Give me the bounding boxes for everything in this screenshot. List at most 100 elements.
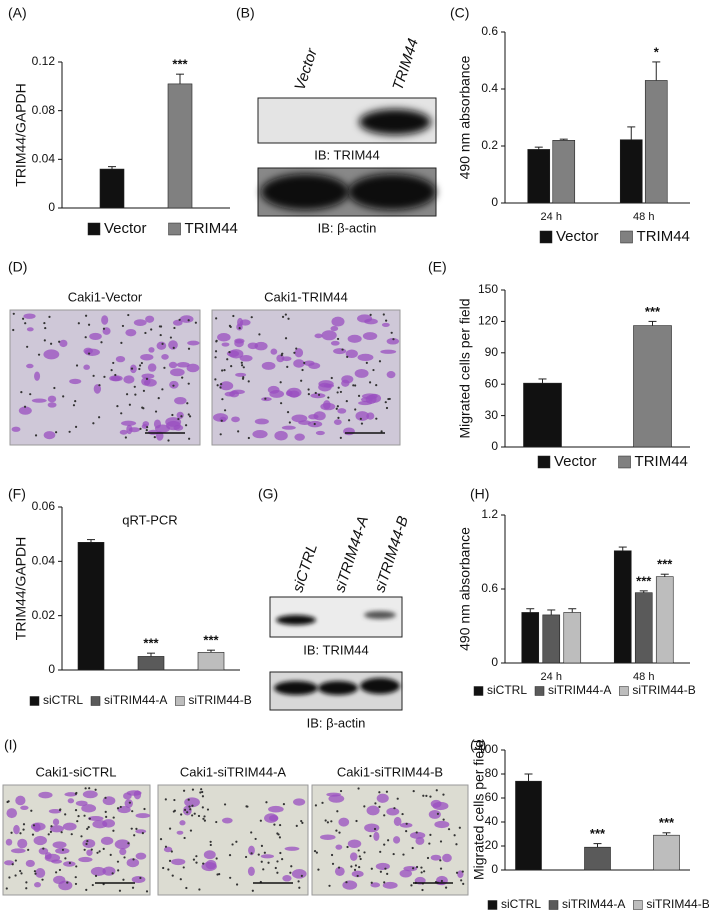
cell xyxy=(373,831,380,842)
significance: *** xyxy=(172,57,188,72)
pore xyxy=(429,795,432,798)
pore xyxy=(298,886,301,889)
pore xyxy=(74,399,77,403)
pore xyxy=(74,808,78,812)
cell xyxy=(217,332,231,342)
pore xyxy=(288,421,291,424)
pore xyxy=(86,827,89,830)
pore xyxy=(43,321,46,325)
cell xyxy=(331,316,345,327)
pore xyxy=(263,851,266,854)
pore xyxy=(385,319,388,322)
cell xyxy=(38,791,53,799)
cell xyxy=(83,347,94,355)
pore xyxy=(150,328,153,331)
y-tick-label: 0 xyxy=(491,195,498,209)
pore xyxy=(117,869,120,872)
pore xyxy=(335,407,338,410)
pore xyxy=(22,823,26,826)
pore xyxy=(301,368,304,372)
cell xyxy=(133,790,142,800)
cell xyxy=(314,333,323,339)
pore xyxy=(197,814,201,818)
pore xyxy=(201,795,205,798)
bar xyxy=(527,149,551,204)
pore xyxy=(383,843,386,846)
pore xyxy=(47,833,50,836)
pore xyxy=(143,807,146,811)
y-tick-label: 40 xyxy=(485,814,499,828)
pore xyxy=(87,323,91,326)
significance: *** xyxy=(143,636,159,651)
pore xyxy=(284,337,288,340)
cell xyxy=(140,353,154,361)
cell xyxy=(64,792,78,797)
pore xyxy=(164,845,168,848)
pore xyxy=(91,883,94,887)
y-tick-label: 0.6 xyxy=(481,24,498,38)
pore xyxy=(127,842,130,845)
pore xyxy=(425,794,428,797)
cell xyxy=(130,364,137,374)
legend-label: siCTRL xyxy=(43,693,83,707)
pore xyxy=(415,831,418,834)
bar xyxy=(523,382,562,448)
pore xyxy=(265,801,268,804)
pore xyxy=(94,788,97,791)
cell xyxy=(386,371,396,379)
pore xyxy=(324,819,327,822)
cell xyxy=(81,804,97,813)
bar xyxy=(653,834,680,871)
cell xyxy=(381,322,390,328)
pore xyxy=(188,415,192,418)
pore xyxy=(378,805,381,808)
cell xyxy=(247,866,255,876)
cell xyxy=(252,430,268,439)
pore xyxy=(74,425,78,428)
legend-swatch xyxy=(87,222,101,236)
cell xyxy=(131,875,146,884)
band xyxy=(364,611,396,619)
cell xyxy=(135,852,147,860)
cell xyxy=(163,846,173,853)
legend-swatch xyxy=(537,455,551,469)
pore xyxy=(374,802,377,805)
pore xyxy=(215,857,218,860)
pore xyxy=(189,808,192,811)
pore xyxy=(221,398,224,401)
pore xyxy=(142,389,146,392)
legend-label: Vector xyxy=(104,220,147,237)
legend-label: siTRIM44-A xyxy=(104,693,167,707)
pore xyxy=(87,826,90,829)
panel-label: (A) xyxy=(8,5,27,21)
pore xyxy=(49,830,53,833)
pore xyxy=(276,832,279,835)
panel-label: (C) xyxy=(450,5,469,21)
pore xyxy=(84,787,87,790)
pore xyxy=(206,808,210,811)
pore xyxy=(139,427,142,430)
cell xyxy=(321,330,337,341)
pore xyxy=(34,872,37,875)
cell xyxy=(33,835,47,846)
cell xyxy=(349,852,358,861)
pore xyxy=(220,419,223,422)
cell xyxy=(35,868,46,878)
pore xyxy=(379,850,382,853)
y-tick-label: 0.08 xyxy=(32,103,56,117)
cell xyxy=(13,824,20,835)
cell xyxy=(17,838,28,849)
pore xyxy=(440,879,443,883)
pore xyxy=(242,376,245,379)
pore xyxy=(27,848,30,851)
pore xyxy=(120,412,123,415)
pore xyxy=(162,866,165,870)
pore xyxy=(231,843,234,846)
pore xyxy=(215,317,218,320)
pore xyxy=(281,315,285,318)
pore xyxy=(284,313,287,316)
pore xyxy=(359,857,362,861)
y-tick-label: 90 xyxy=(485,345,499,359)
pore xyxy=(259,819,262,822)
cell xyxy=(168,361,178,369)
